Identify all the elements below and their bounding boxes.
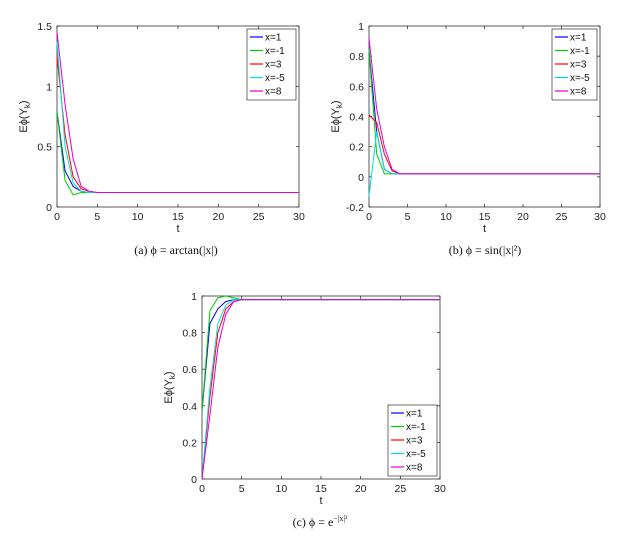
y-axis-label-close: ) [330, 100, 342, 104]
x-tick-label: 15 [172, 211, 184, 223]
y-axis-label-sub: k [168, 374, 177, 379]
legend-label: x=3 [265, 60, 282, 71]
x-tick-label: 20 [517, 211, 529, 223]
chart-caption-text: (b) ϕ = sin(|x|²) [449, 243, 521, 257]
chart-caption: (a) ϕ = arctan(|x|) [134, 243, 218, 257]
y-axis-label: Eϕ(Yk) [18, 100, 32, 132]
x-axis-label: t [319, 495, 322, 507]
legend: x=1 x=-1 x=3 x=-5 x=8 [387, 404, 438, 477]
y-axis-label-close: ) [18, 100, 30, 104]
legend-label: x=-5 [570, 73, 590, 84]
x-tick-label: 15 [479, 211, 491, 223]
chart-2: 0 5 10 15 20 25 30-0.200.20.40.60.81tEϕ(Yk)x=1… [330, 21, 606, 257]
legend-label: x=-1 [265, 46, 285, 57]
legend-label: x=3 [570, 60, 587, 71]
legend-label: x=8 [570, 87, 587, 98]
chart-caption-superscript: −|x|² [333, 514, 348, 523]
x-tick-label: 5 [239, 483, 245, 495]
y-tick-label: 0.4 [182, 401, 197, 413]
y-tick-label: 0.2 [349, 142, 364, 154]
chart-1: 0 5 10 15 20 25 30 0 0.5 1 1.5 t Eϕ(Yk) x=1 x=-1 x=3 x=-… [18, 21, 305, 257]
legend-label: x=1 [406, 409, 423, 420]
series-line-5 [368, 38, 600, 175]
y-axis-label-close: ) [163, 371, 175, 375]
y-tick-label: 1 [46, 81, 52, 93]
legend: x=1 x=-1 x=3 x=-5 x=8 [551, 28, 598, 101]
legend-label: x=-1 [570, 46, 590, 57]
y-tick-label: 1.5 [37, 21, 52, 33]
y-tick-label: 1 [358, 21, 364, 33]
y-axis-label-main: Eϕ(Y [163, 378, 175, 403]
x-tick-label: 30 [594, 211, 606, 223]
y-tick-label: 0.5 [37, 142, 52, 154]
legend-label: x=-5 [406, 449, 426, 460]
x-tick-label: 20 [212, 211, 224, 223]
x-tick-label: 5 [94, 211, 100, 223]
legend: x=1 x=-1 x=3 x=-5 x=8 [246, 28, 297, 101]
y-tick-label: -0.2 [346, 202, 364, 214]
y-tick-label: 0.8 [182, 328, 197, 340]
y-tick-label: 0.4 [349, 112, 364, 124]
y-tick-label: 0 [46, 202, 52, 214]
y-tick-label: 0.6 [349, 81, 364, 93]
y-tick-label: 0 [358, 172, 364, 184]
y-axis-label-sub: k [335, 103, 344, 108]
legend-label: x=8 [406, 463, 423, 474]
x-tick-label: 25 [556, 211, 568, 223]
y-tick-label: 0.2 [182, 437, 197, 449]
legend-label: x=8 [265, 87, 282, 98]
chart-caption: (c) ϕ = e−|x|² [293, 514, 348, 529]
x-axis-label: t [483, 223, 486, 235]
x-tick-label: 0 [366, 211, 372, 223]
y-axis-label-sub: k [23, 103, 32, 108]
y-tick-label: 0.8 [349, 51, 364, 63]
x-tick-label: 10 [440, 211, 452, 223]
series-line-5 [201, 299, 440, 480]
chart-caption-text: (a) ϕ = arctan(|x|) [134, 243, 218, 257]
x-tick-label: 25 [253, 211, 265, 223]
x-tick-label: 10 [132, 211, 144, 223]
y-axis-label-main: Eϕ(Y [330, 107, 342, 132]
x-tick-label: 25 [394, 483, 406, 495]
series-line-5 [56, 31, 299, 194]
y-tick-label: 0.6 [182, 364, 197, 376]
x-tick-label: 10 [275, 483, 287, 495]
x-tick-label: 5 [405, 211, 411, 223]
x-tick-label: 15 [315, 483, 327, 495]
y-tick-label: 1 [191, 291, 197, 303]
y-axis-label-main: Eϕ(Y [18, 107, 30, 132]
legend-label: x=1 [570, 33, 587, 44]
x-tick-label: 30 [293, 211, 305, 223]
legend-label: x=3 [406, 436, 423, 447]
x-tick-label: 30 [434, 483, 446, 495]
legend-label: x=-5 [265, 73, 285, 84]
x-tick-label: 20 [355, 483, 367, 495]
x-axis-label: t [176, 223, 179, 235]
y-axis-label: Eϕ(Yk) [163, 371, 177, 403]
x-tick-label: 0 [199, 483, 205, 495]
y-tick-label: 0 [191, 474, 197, 486]
chart-caption-text: (c) ϕ = e [293, 515, 334, 529]
chart-caption: (b) ϕ = sin(|x|²) [449, 243, 521, 257]
x-tick-label: 0 [54, 211, 60, 223]
chart-3: 0 5 10 15 20 25 30 0 0.2 0.4 0.6 0.8 1 t Eϕ(Yk) x=1 x=-1… [163, 291, 446, 529]
legend-label: x=-1 [406, 422, 426, 433]
legend-label: x=1 [265, 33, 282, 44]
y-axis-label: Eϕ(Yk) [330, 100, 344, 132]
